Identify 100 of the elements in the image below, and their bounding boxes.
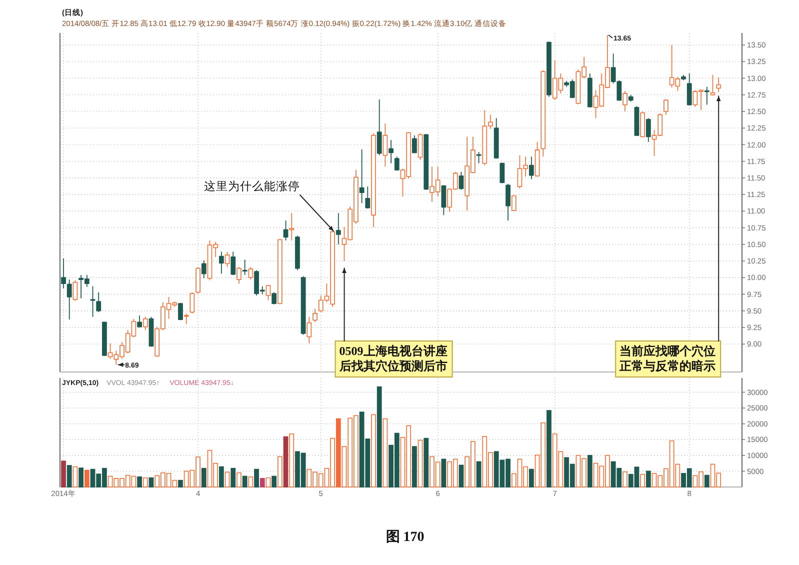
candlestick [336, 212, 341, 245]
bar [476, 461, 482, 488]
bar [242, 476, 248, 488]
candlestick [61, 258, 66, 289]
bar [283, 436, 288, 488]
candlestick [266, 284, 271, 301]
candlestick [248, 266, 254, 280]
bar [148, 477, 154, 488]
candlestick [236, 266, 242, 284]
candlestick [394, 156, 400, 172]
candlestick [289, 212, 294, 241]
bar [84, 470, 90, 488]
bar [418, 440, 423, 488]
candlestick [646, 118, 651, 142]
candlestick [102, 322, 107, 356]
bar [587, 454, 592, 488]
bar [458, 464, 464, 488]
candlestick [628, 94, 634, 102]
bar [61, 460, 66, 488]
candlestick [272, 292, 277, 305]
bar [646, 470, 651, 488]
candlestick [137, 315, 142, 328]
candlestick [710, 74, 716, 96]
bar [441, 458, 446, 488]
bar [142, 477, 148, 488]
candlestick [418, 132, 423, 160]
bar [201, 468, 206, 488]
bar [260, 478, 265, 488]
candlestick [534, 142, 540, 178]
annotation: 当前应找哪个穴位正常与反常的暗示 [618, 344, 716, 373]
bar [218, 466, 224, 488]
candlestick [365, 186, 370, 209]
bar [277, 456, 282, 488]
candlestick [230, 251, 236, 276]
candlestick [312, 308, 318, 323]
bar [254, 468, 259, 488]
bar [382, 418, 388, 488]
candlestick [277, 238, 282, 305]
bar [236, 472, 242, 488]
candlestick [295, 235, 300, 271]
bar [66, 465, 72, 488]
candlestick [704, 86, 710, 106]
bar [289, 433, 294, 488]
bar [376, 386, 382, 488]
bar [704, 474, 710, 488]
bar [546, 410, 552, 488]
candlestick [306, 316, 312, 344]
bar [272, 476, 277, 488]
candlestick [681, 74, 686, 81]
candlestick [511, 194, 516, 212]
candlestick [196, 266, 200, 294]
candlestick [634, 106, 640, 136]
bar [622, 471, 628, 488]
candlestick [494, 118, 499, 160]
candlestick [96, 292, 102, 313]
bar [78, 468, 84, 488]
candlestick [686, 73, 692, 106]
bar [178, 480, 183, 488]
candlestick [382, 122, 388, 168]
candlestick [190, 292, 195, 314]
candlestick [716, 77, 722, 93]
annotation: 这里为什么能涨停 [204, 179, 300, 193]
candlestick [640, 110, 646, 138]
bar [137, 476, 142, 488]
candlestick [283, 220, 288, 241]
bar [371, 414, 376, 488]
candlestick [148, 316, 154, 348]
bar [224, 472, 230, 488]
candlestick [500, 162, 505, 184]
candlestick [242, 259, 248, 276]
candlestick [506, 183, 510, 221]
bar [528, 468, 534, 488]
candlestick [476, 152, 482, 164]
bar [412, 446, 417, 488]
candlestick [441, 184, 446, 216]
candlestick [412, 134, 417, 154]
candlestick [184, 313, 189, 325]
candlestick [90, 286, 96, 318]
bar [248, 476, 254, 488]
candlestick [376, 99, 382, 156]
bar [640, 474, 646, 488]
candlestick [300, 276, 306, 336]
candlestick [224, 251, 230, 268]
candlestick [458, 171, 464, 190]
bar [72, 466, 78, 488]
bar [266, 477, 271, 488]
candlestick [371, 132, 376, 228]
candlestick [424, 134, 429, 190]
candlestick [66, 279, 72, 320]
candlestick [546, 41, 552, 98]
candlestick [142, 316, 148, 331]
caption: 图 170 [386, 529, 424, 545]
candlestick [359, 148, 364, 204]
candlestick [664, 99, 668, 116]
annotation: 0509上海电视台讲座后找其穴位预测后市 [338, 344, 448, 373]
candlestick [201, 260, 206, 279]
candlestick [388, 140, 394, 164]
candlestick [622, 90, 628, 112]
candlestick [218, 251, 224, 274]
candlestick [178, 302, 183, 321]
